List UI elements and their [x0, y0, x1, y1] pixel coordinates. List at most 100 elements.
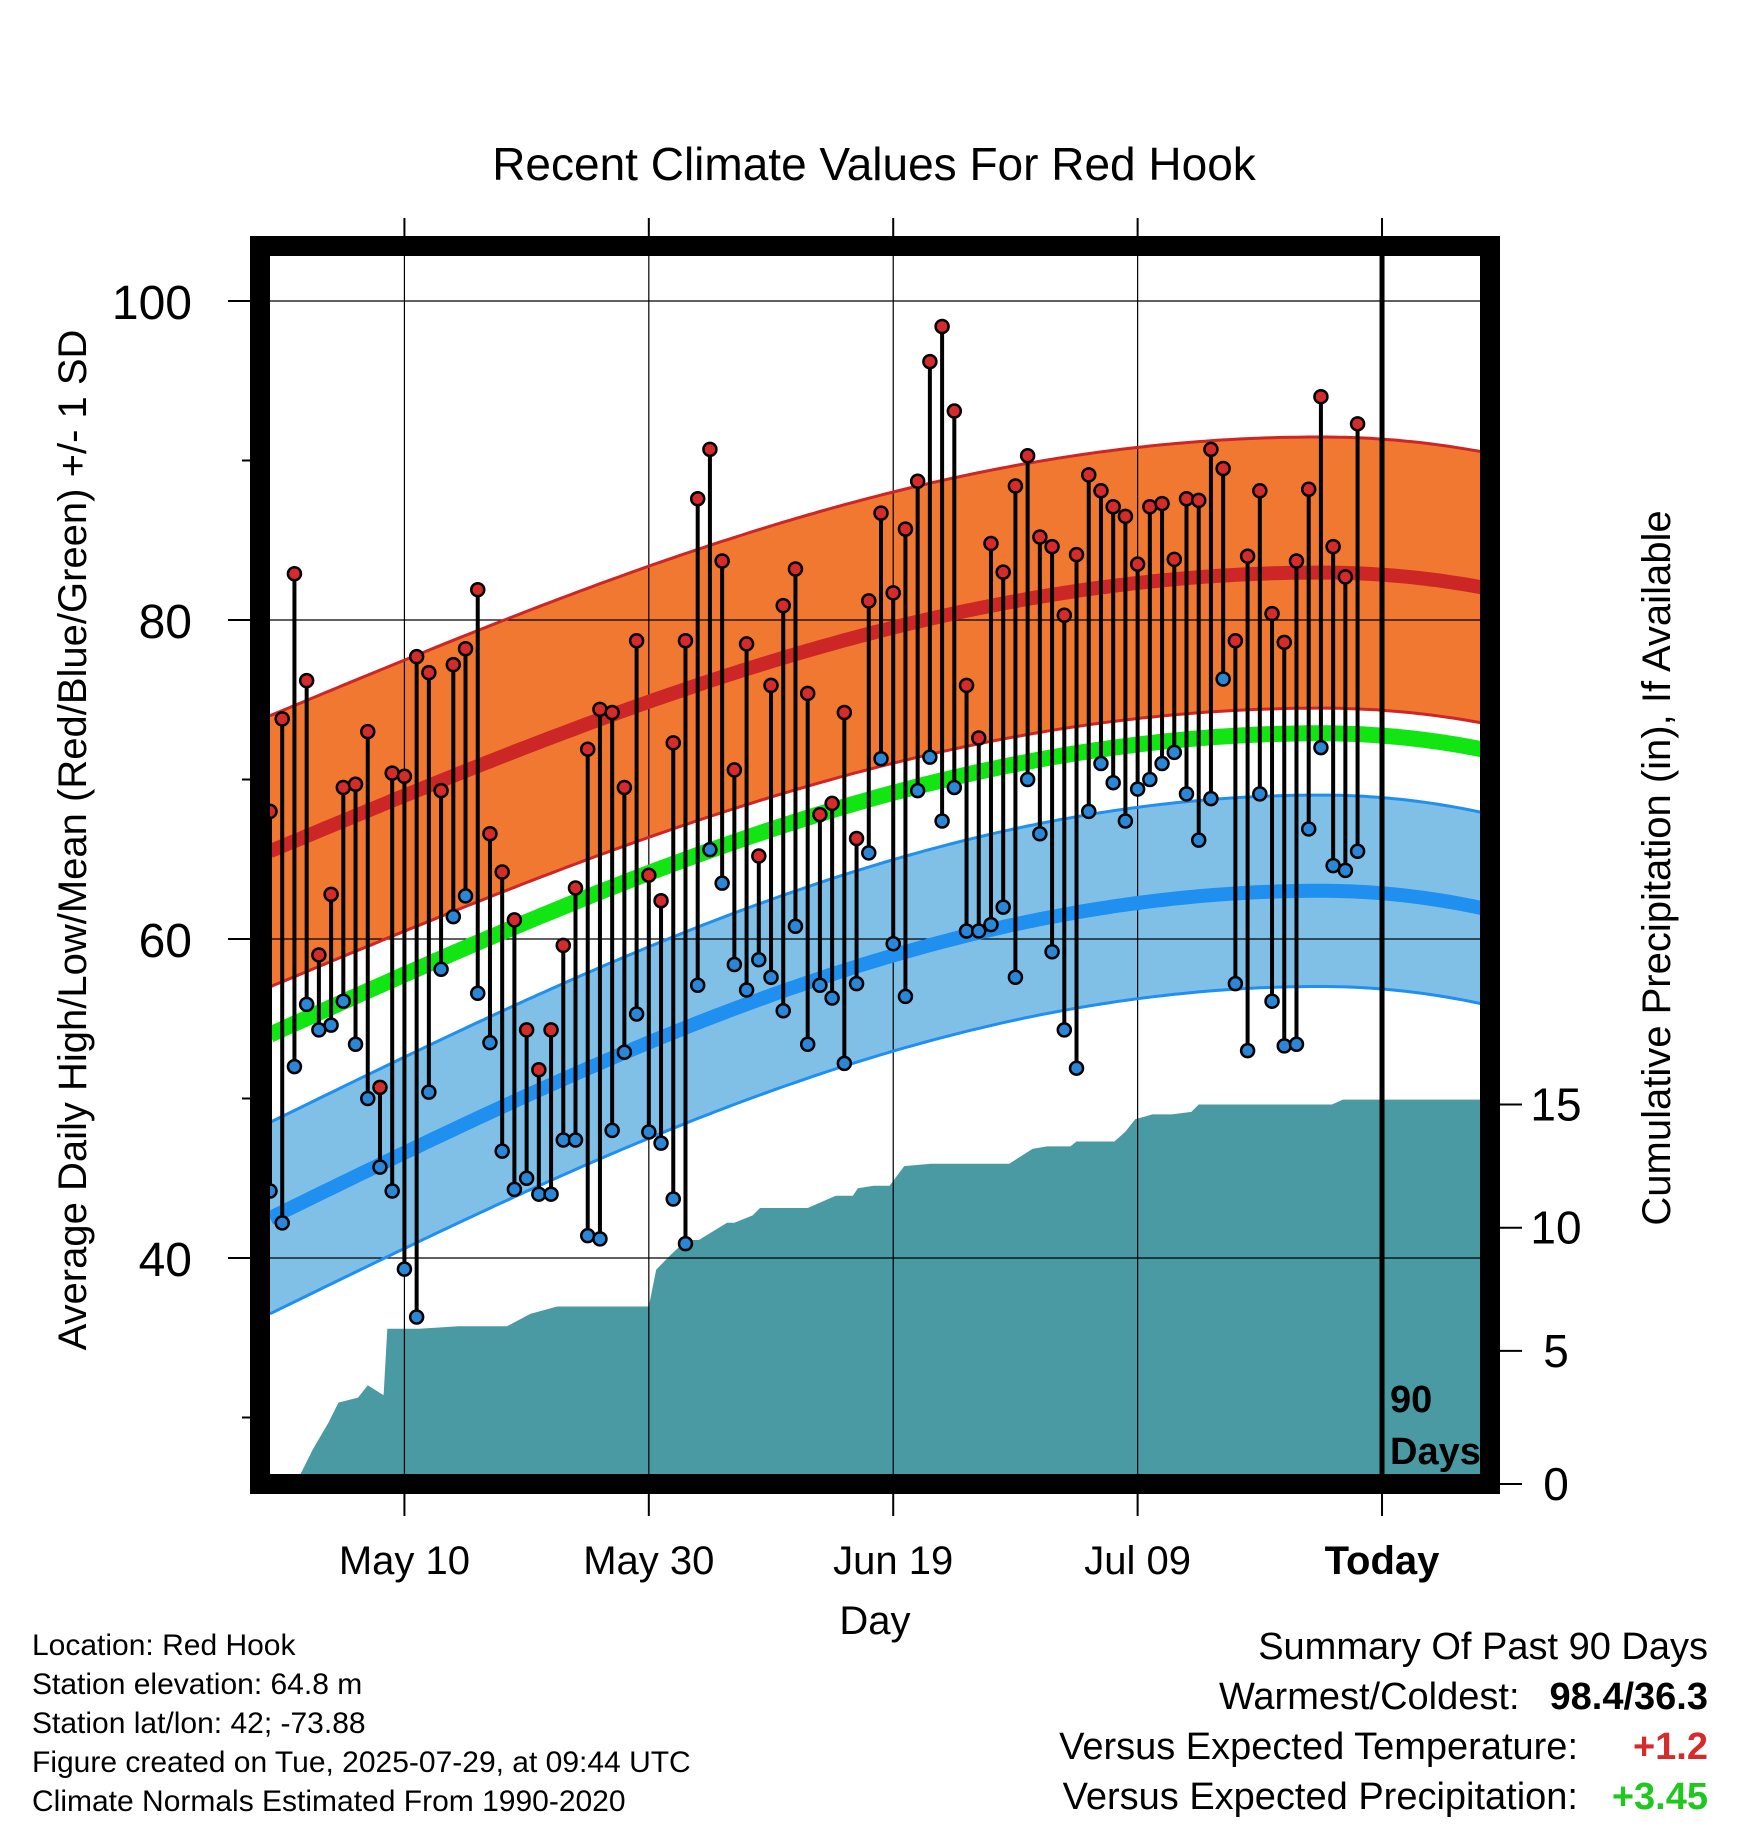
daily-high-point	[812, 806, 828, 823]
y2-tick-label: 15	[1530, 1079, 1581, 1131]
daily-low-point	[1178, 786, 1195, 802]
daily-high-point	[286, 565, 303, 582]
daily-high-point	[323, 886, 339, 903]
daily-high-point	[1056, 607, 1073, 623]
daily-low-point	[1276, 1038, 1293, 1054]
daily-low-point	[286, 1058, 303, 1075]
daily-low-point	[641, 1124, 657, 1140]
daily-high-point	[922, 353, 938, 370]
daily-low-point	[335, 993, 352, 1009]
daily-low-point	[433, 961, 449, 978]
daily-high-point	[1325, 538, 1341, 555]
daily-low-point	[347, 1036, 364, 1053]
daily-low-point	[1313, 739, 1329, 756]
location-text: Location: Red Hook	[32, 1629, 296, 1662]
daily-low-point	[1252, 786, 1268, 802]
daily-points	[262, 318, 1366, 1325]
daily-high-point	[799, 685, 816, 702]
daily-low-point	[1007, 969, 1024, 986]
daily-high-point	[995, 564, 1011, 580]
daily-low-point	[592, 1231, 608, 1247]
daily-low-point	[506, 1181, 523, 1198]
daily-low-point	[751, 951, 767, 968]
y-tick-label: 100	[112, 277, 192, 330]
temp-row: Versus Expected Temperature: +1.2	[1059, 1722, 1708, 1772]
warm-cold-label: Warmest/Coldest:	[1218, 1676, 1520, 1718]
daily-low-point	[665, 1191, 682, 1207]
daily-high-point	[1227, 632, 1244, 649]
normals-text: Climate Normals Estimated From 1990-2020	[32, 1785, 626, 1818]
daily-high-point	[433, 782, 449, 799]
y-tick-label: 40	[139, 1234, 192, 1287]
daily-high-point	[543, 1022, 559, 1038]
daily-low-point	[1349, 843, 1366, 860]
daily-high-point	[958, 677, 975, 694]
daily-high-point	[579, 741, 596, 757]
daily-low-point	[567, 1132, 584, 1148]
temp-value: +1.2	[1632, 1726, 1708, 1768]
daily-high-point	[677, 632, 694, 649]
today-days-label: 90	[1390, 1379, 1432, 1421]
daily-low-point	[1019, 771, 1036, 788]
daily-high-point	[531, 1062, 547, 1078]
daily-low-point	[1239, 1042, 1256, 1059]
precipitation-area	[270, 1099, 1492, 1474]
y2-tick-label: 0	[1543, 1458, 1569, 1510]
daily-low-point	[384, 1183, 400, 1199]
daily-high-point	[311, 947, 327, 963]
daily-low-point	[836, 1055, 853, 1072]
daily-high-point	[714, 553, 730, 569]
summary-panel: Summary Of Past 90 Days Warmest/Coldest:…	[1059, 1622, 1708, 1822]
low-plus-sd-line	[269, 793, 1493, 1124]
daily-high-point	[983, 535, 999, 552]
daily-low-point	[604, 1122, 620, 1139]
plot-frame	[250, 236, 1500, 1494]
daily-high-point	[421, 664, 437, 681]
daily-high-point	[518, 1022, 535, 1038]
y2-tick-label: 10	[1530, 1202, 1581, 1254]
daily-low-point	[714, 875, 730, 891]
daily-high-point	[1190, 492, 1207, 509]
daily-low-point	[518, 1170, 535, 1186]
today-marker: 90 Days	[1379, 256, 1481, 1474]
daily-high-point	[836, 704, 853, 721]
daily-low-point	[653, 1135, 669, 1151]
x-tick-label: May 10	[339, 1539, 470, 1583]
daily-high-point	[1203, 441, 1219, 458]
daily-low-point	[1044, 944, 1060, 960]
daily-low-point	[1068, 1060, 1085, 1076]
daily-high-point	[873, 505, 889, 521]
daily-low-point	[494, 1143, 510, 1159]
daily-high-point	[1044, 538, 1060, 555]
daily-high-point	[1166, 551, 1183, 568]
daily-low-point	[1032, 825, 1048, 842]
daily-low-point	[1166, 744, 1183, 761]
axes: 40 60 80 100 0 5 10 15 May 10 May 30 Jun 19 Jul 09 T…	[112, 218, 1582, 1583]
daily-high-point	[298, 672, 315, 689]
daily-low-point	[848, 975, 865, 992]
low-minus-sd-line	[269, 985, 1493, 1316]
chart-title: Recent Climate Values For Red Hook	[492, 138, 1257, 190]
temp-label: Versus Expected Temperature:	[1059, 1726, 1578, 1768]
daily-low-point	[1056, 1022, 1073, 1038]
daily-high-point	[1129, 556, 1146, 572]
daily-stems	[268, 326, 1360, 1318]
latlon-text: Station lat/lon: 42; -73.88	[32, 1707, 366, 1740]
daily-low-point	[922, 749, 938, 765]
daily-low-point	[763, 969, 779, 986]
daily-high-point	[1032, 529, 1048, 545]
daily-high-point	[494, 864, 510, 880]
daily-high-point	[897, 521, 914, 537]
daily-high-point	[1349, 416, 1366, 432]
warm-cold-value: 98.4/36.3	[1549, 1676, 1708, 1718]
daily-high-point	[665, 735, 682, 751]
x-axis-label: Day	[839, 1599, 910, 1643]
daily-low-point	[738, 982, 755, 998]
daily-low-point	[1300, 821, 1317, 837]
daily-high-point	[1154, 495, 1170, 512]
daily-low-point	[1129, 781, 1146, 797]
precip-row: Versus Expected Precipitation: +3.45	[1059, 1772, 1708, 1822]
daily-high-point	[445, 656, 462, 673]
daily-high-point	[347, 776, 364, 793]
